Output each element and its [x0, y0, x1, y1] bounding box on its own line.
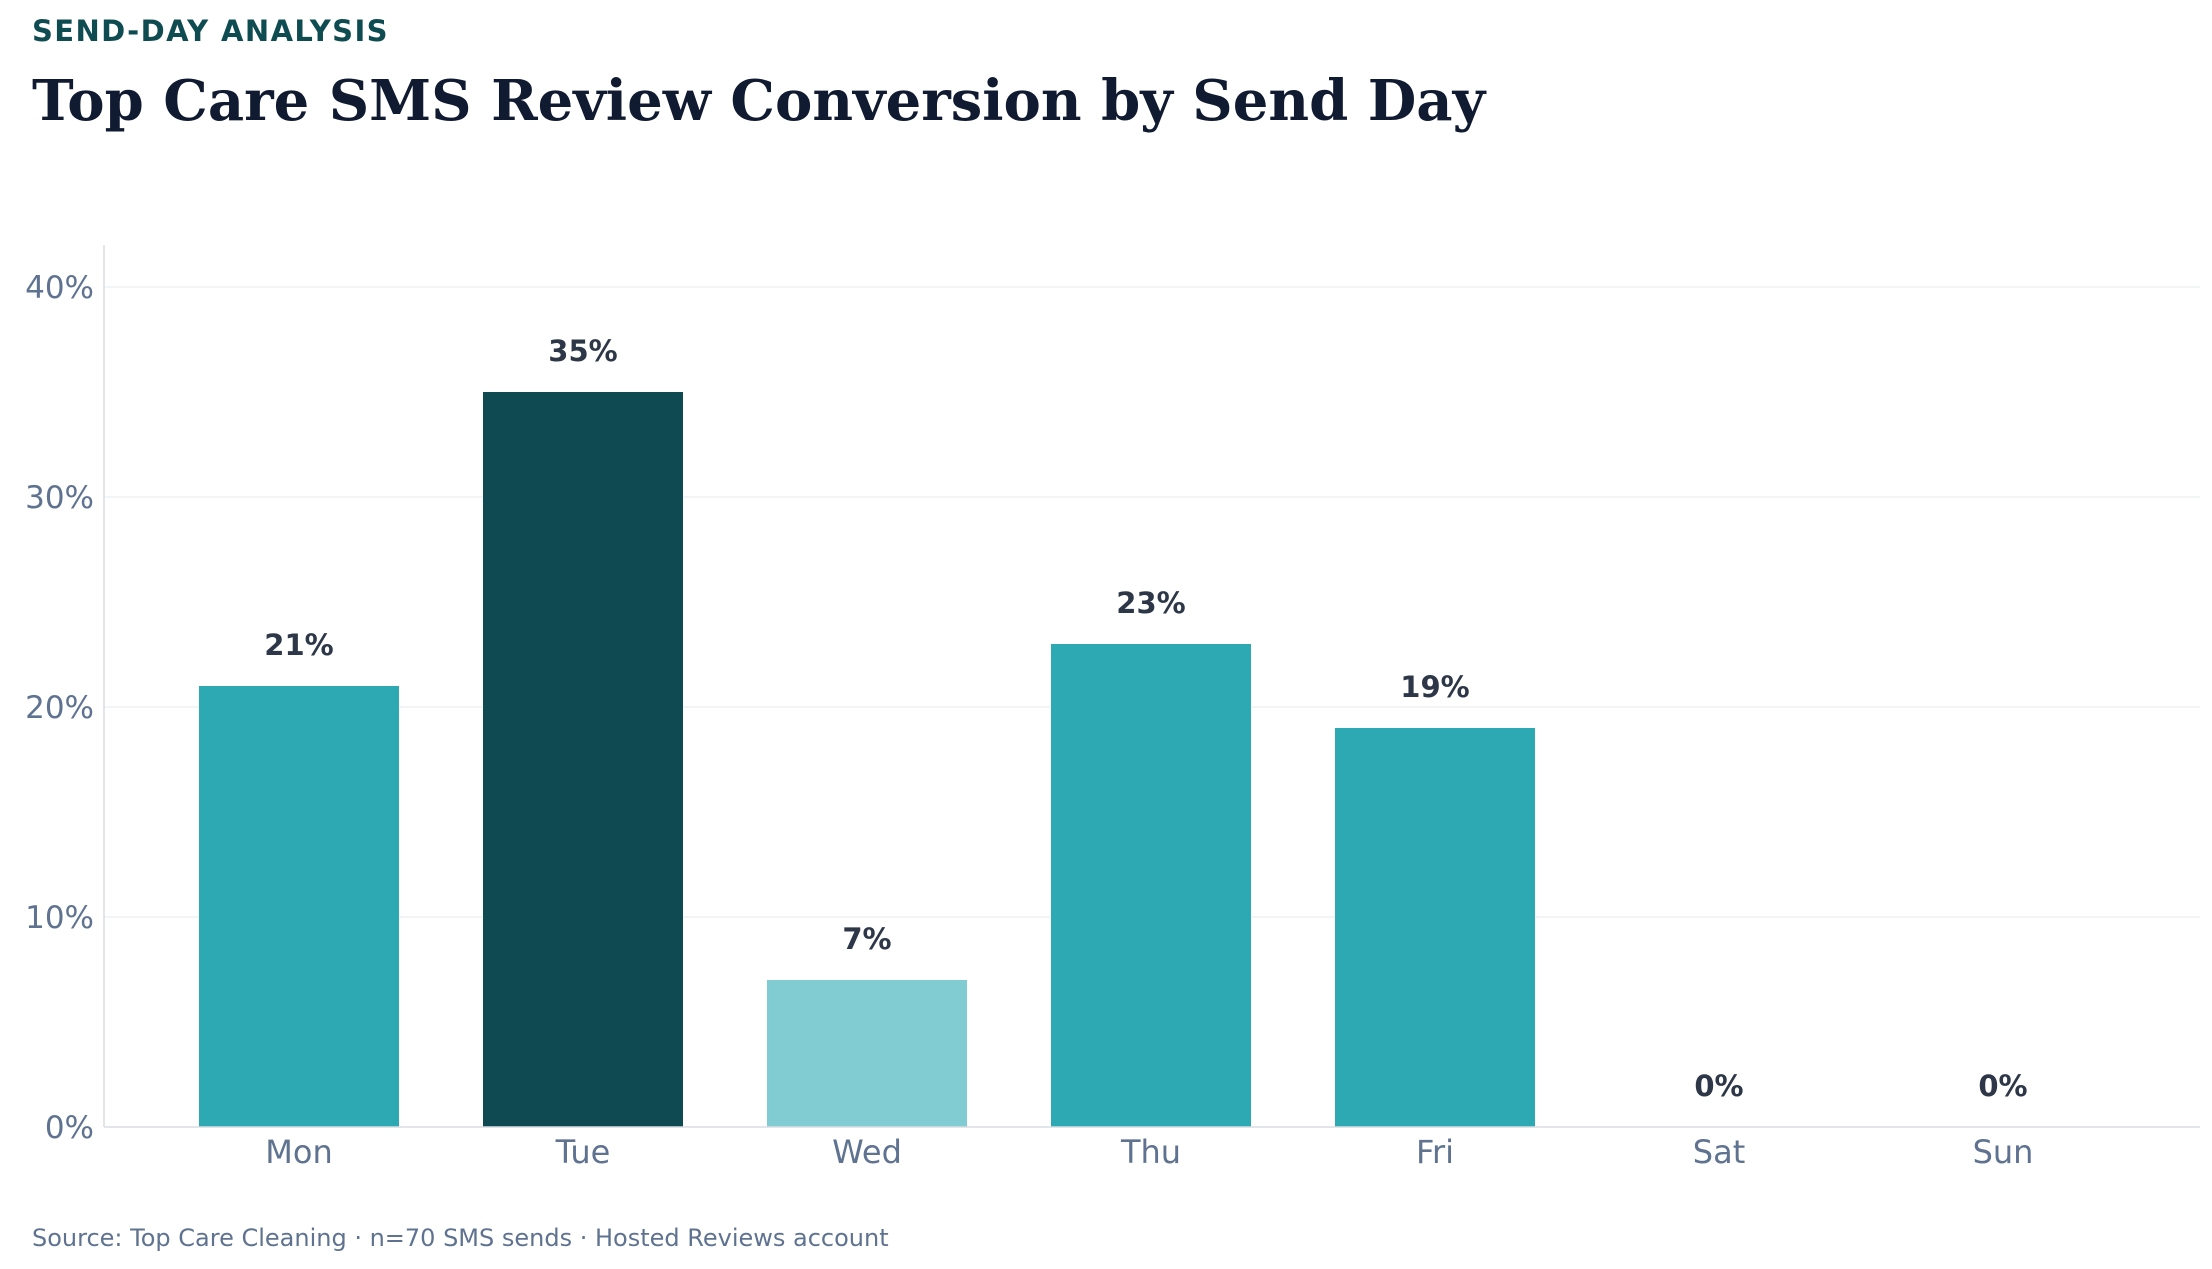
value-label-mon: 21% — [264, 628, 333, 662]
x-tick-label-sun: Sun — [1973, 1133, 2034, 1171]
x-tick-label-fri: Fri — [1416, 1133, 1454, 1171]
x-tick-label-tue: Tue — [555, 1133, 611, 1171]
value-label-sun: 0% — [1978, 1069, 2027, 1103]
bar-fri — [1335, 728, 1535, 1127]
y-tick-label: 20% — [25, 690, 94, 726]
x-tick-label-mon: Mon — [265, 1133, 332, 1171]
bar-wed — [767, 980, 967, 1127]
bars — [199, 392, 1535, 1127]
bar-mon — [199, 686, 399, 1127]
value-labels: 21% 35% 7% 23% 19% 0% 0% — [264, 334, 2027, 1103]
y-tick-label: 30% — [25, 480, 94, 516]
y-axis: 0% 10% 20% 30% 40% — [25, 245, 105, 1146]
y-tick-label: 0% — [45, 1110, 94, 1146]
value-label-fri: 19% — [1400, 670, 1469, 704]
source-note: Source: Top Care Cleaning · n=70 SMS sen… — [32, 1224, 889, 1252]
bar-tue — [483, 392, 683, 1127]
value-label-sat: 0% — [1694, 1069, 1743, 1103]
y-tick-label: 40% — [25, 270, 94, 306]
value-label-tue: 35% — [548, 334, 617, 368]
bar-thu — [1051, 644, 1251, 1127]
x-tick-label-thu: Thu — [1120, 1133, 1181, 1171]
x-tick-label-wed: Wed — [832, 1133, 902, 1171]
x-axis: Mon Tue Wed Thu Fri Sat Sun — [104, 1126, 2200, 1171]
y-tick-label: 10% — [25, 900, 94, 936]
eyebrow-label: SEND-DAY ANALYSIS — [32, 14, 389, 48]
value-label-wed: 7% — [842, 922, 891, 956]
value-label-thu: 23% — [1116, 586, 1185, 620]
chart-title: Top Care SMS Review Conversion by Send D… — [32, 68, 1486, 134]
x-tick-label-sat: Sat — [1693, 1133, 1745, 1171]
